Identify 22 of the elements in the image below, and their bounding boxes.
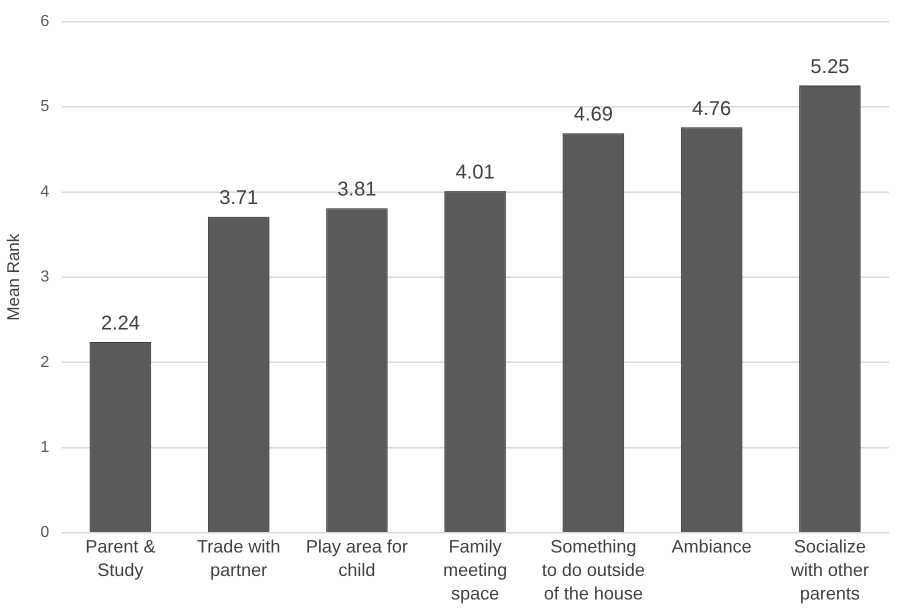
data-label: 3.71 xyxy=(219,187,258,210)
y-tick-label: 4 xyxy=(40,183,50,200)
x-tick-label: Play area for child xyxy=(306,536,408,580)
y-tick-label: 6 xyxy=(40,13,50,30)
y-tick-label: 1 xyxy=(40,439,50,456)
y-tick-label: 2 xyxy=(40,354,50,371)
x-tick-label: Trade with partner xyxy=(196,536,280,580)
data-label: 2.24 xyxy=(100,312,140,334)
data-label: 3.81 xyxy=(337,178,376,201)
x-tick-label: Socialize with other parents xyxy=(790,536,869,604)
x-tick-label: Family meeting space xyxy=(443,536,508,604)
x-tick-label: Something to do outside of the house xyxy=(542,536,645,604)
y-axis-title: Mean Rank xyxy=(4,233,23,321)
y-tick-label: 0 xyxy=(40,524,50,542)
data-label: 4.01 xyxy=(456,162,495,184)
x-tick-label: Ambiance xyxy=(672,536,752,556)
data-label: 4.69 xyxy=(574,104,613,126)
data-label: 5.25 xyxy=(810,56,850,78)
data-label: 4.76 xyxy=(692,98,732,120)
y-tick-label: 5 xyxy=(40,98,50,116)
y-tick-label: 3 xyxy=(40,268,50,286)
x-tick-label: Parent & Study xyxy=(85,536,156,580)
